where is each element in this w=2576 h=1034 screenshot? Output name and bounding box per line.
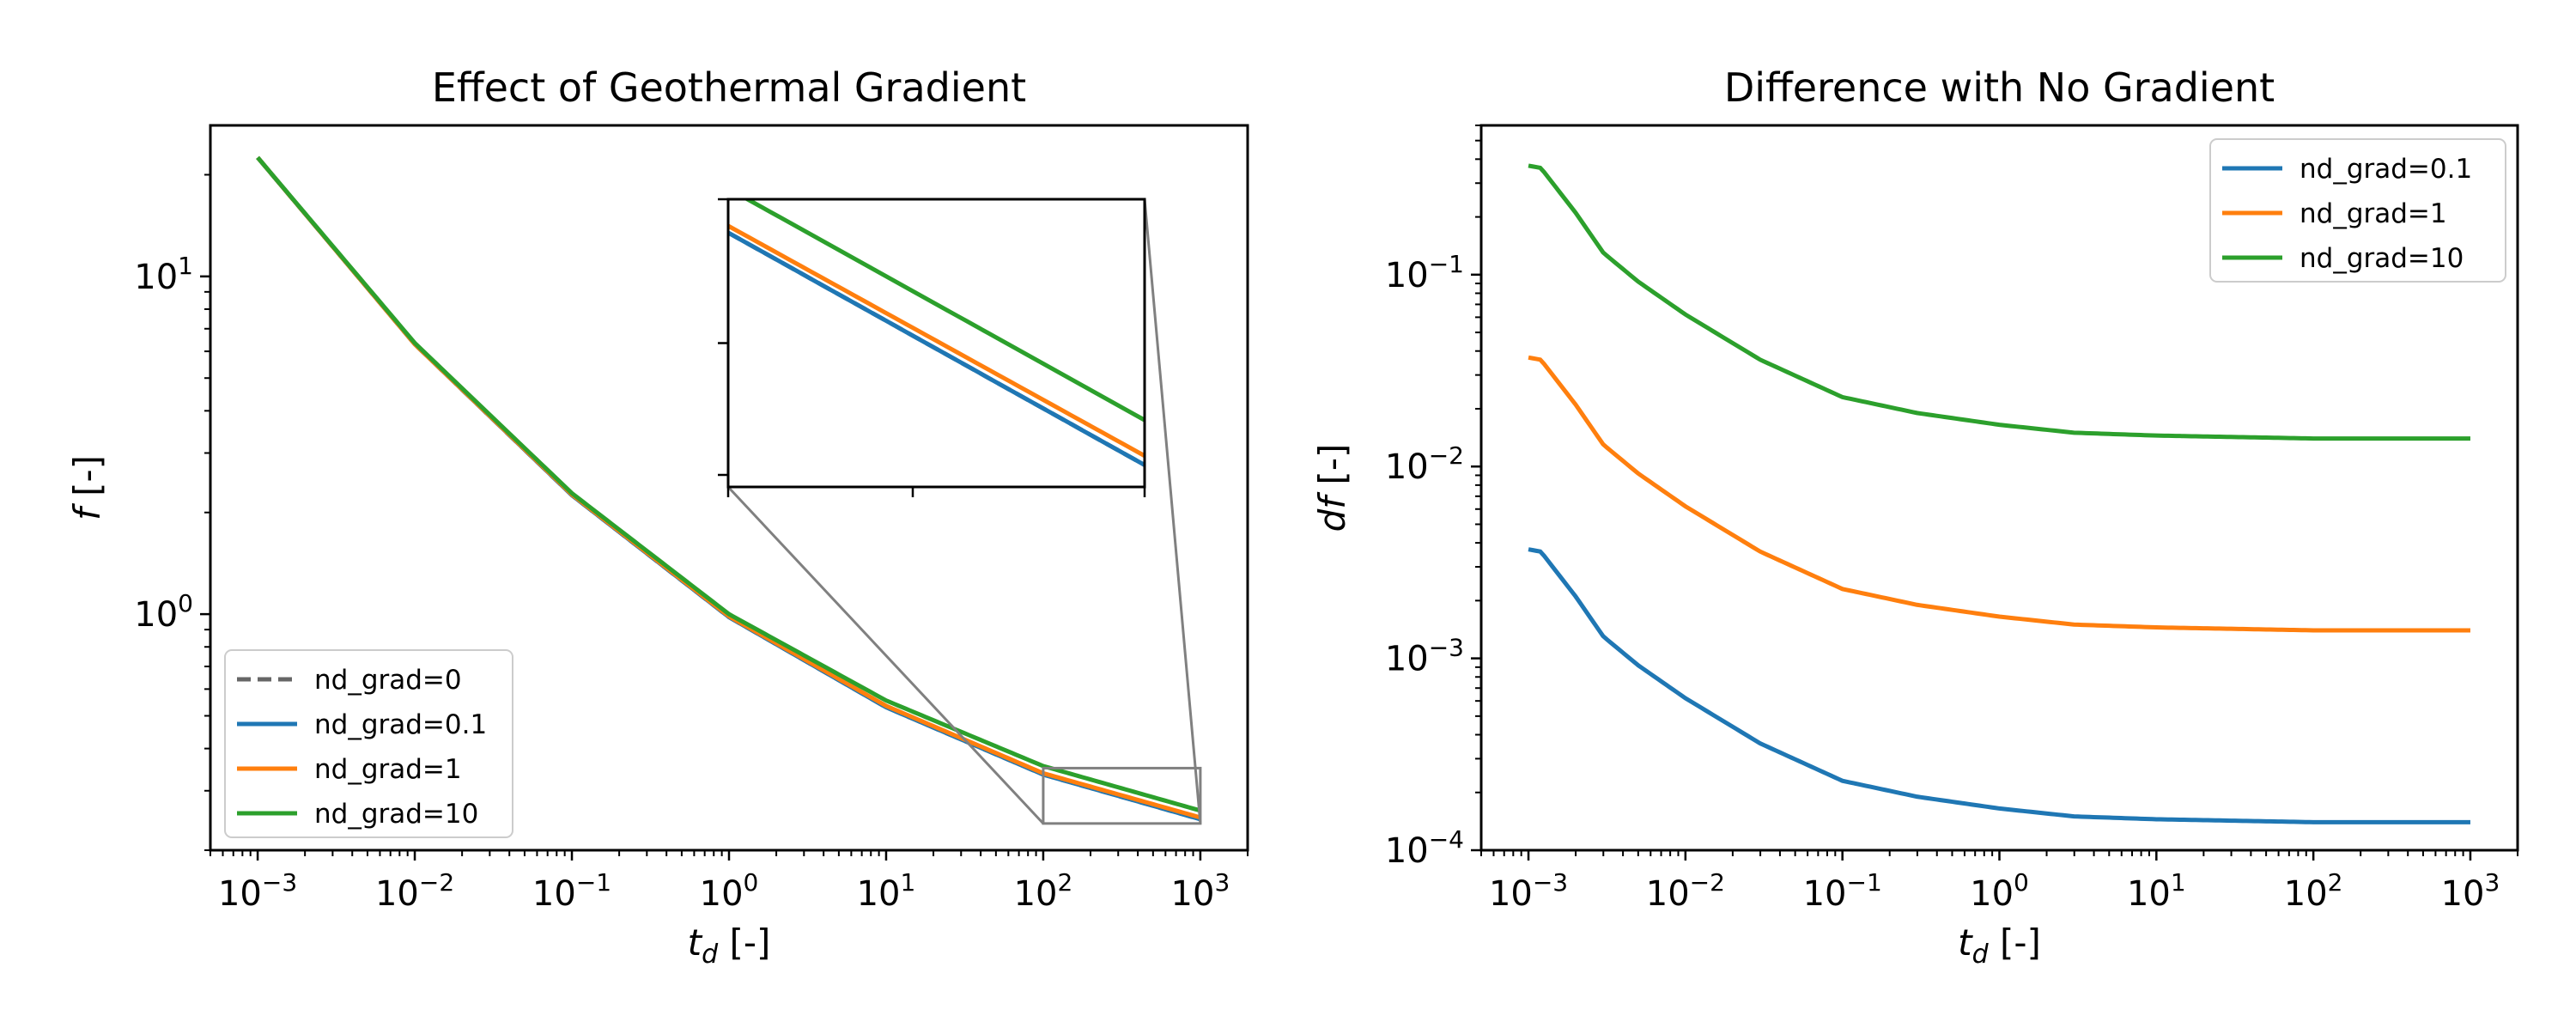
chart-left-xtick-label: 103: [1171, 868, 1230, 914]
chart-right-legend-frame: [2209, 138, 2506, 283]
chart-right-xtick-label: 101: [2127, 868, 2186, 914]
chart-left-xtick-label: 10−1: [532, 868, 611, 914]
chart-right-series-nd_grad=10: [1528, 163, 2470, 441]
chart-left-xtick-label: 100: [700, 868, 759, 914]
chart-left-ylabel: f [-]: [66, 455, 108, 520]
chart-right-series-nd_grad=1: [1528, 355, 2470, 633]
chart-right-xtick-label: 100: [1970, 868, 2029, 914]
chart-left-xlabel: td [-]: [688, 921, 771, 970]
chart-right-xtick-label: 10−2: [1646, 868, 1725, 914]
chart-left-title: Effect of Geothermal Gradient: [432, 64, 1026, 111]
inset-indicator-box: [1042, 766, 1202, 825]
chart-right-series-nd_grad=0.1: [1528, 547, 2470, 824]
chart-right-legend-label: nd_grad=0.1: [2300, 154, 2472, 185]
chart-right-xtick-label: 103: [2441, 868, 2500, 914]
chart-right-title: Difference with No Gradient: [1724, 64, 2275, 111]
chart-left-legend-label: nd_grad=10: [314, 799, 478, 830]
chart-right-xlabel: td [-]: [1958, 921, 2041, 970]
chart-left-xtick-label: 10−3: [218, 868, 297, 914]
chart-right-ytick-label: 10−4: [1385, 825, 1464, 871]
chart-right-legend-label: nd_grad=10: [2300, 243, 2464, 274]
inset-series-nd_grad=10: [743, 199, 1145, 423]
chart-right-ylabel: df [-]: [1311, 444, 1353, 532]
inset-series-nd_grad=1: [728, 223, 1145, 458]
chart-left-xtick-label: 10−2: [375, 868, 454, 914]
chart-left-legend-frame: [224, 649, 513, 838]
inset-connector-line: [726, 485, 1045, 824]
chart-right-xtick-label: 10−3: [1489, 868, 1568, 914]
chart-right-ytick-label: 10−2: [1385, 441, 1464, 487]
chart-left-xtick-label: 102: [1014, 868, 1073, 914]
chart-left-ytick-label: 100: [134, 589, 193, 635]
chart-right-legend-label: nd_grad=1: [2300, 198, 2447, 229]
chart-right-xtick-label: 102: [2284, 868, 2343, 914]
chart-left-xtick-label: 101: [857, 868, 916, 914]
chart-left-legend-label: nd_grad=0.1: [314, 709, 487, 740]
chart-left: Effect of Geothermal Gradient 10−3 10−2 10−…: [66, 64, 1249, 970]
chart-left-legend-label: nd_grad=0: [314, 665, 462, 696]
inset-series-nd_grad=0.1: [728, 230, 1145, 467]
chart-right-ytick-label: 10−3: [1385, 634, 1464, 679]
chart-right-ytick-label: 10−1: [1385, 250, 1464, 295]
inset-connector-line: [1143, 198, 1202, 824]
inset-series-group: [728, 199, 1145, 467]
chart-left-series-nd_grad=10: [256, 155, 1201, 813]
chart-right: Difference with No Gradient 10−3 10−2 10−1 1…: [1311, 64, 2519, 970]
chart-right-xtick-label: 10−1: [1803, 868, 1882, 914]
chart-left-ytick-label: 101: [134, 252, 193, 297]
chart-left-legend-label: nd_grad=1: [314, 754, 462, 785]
